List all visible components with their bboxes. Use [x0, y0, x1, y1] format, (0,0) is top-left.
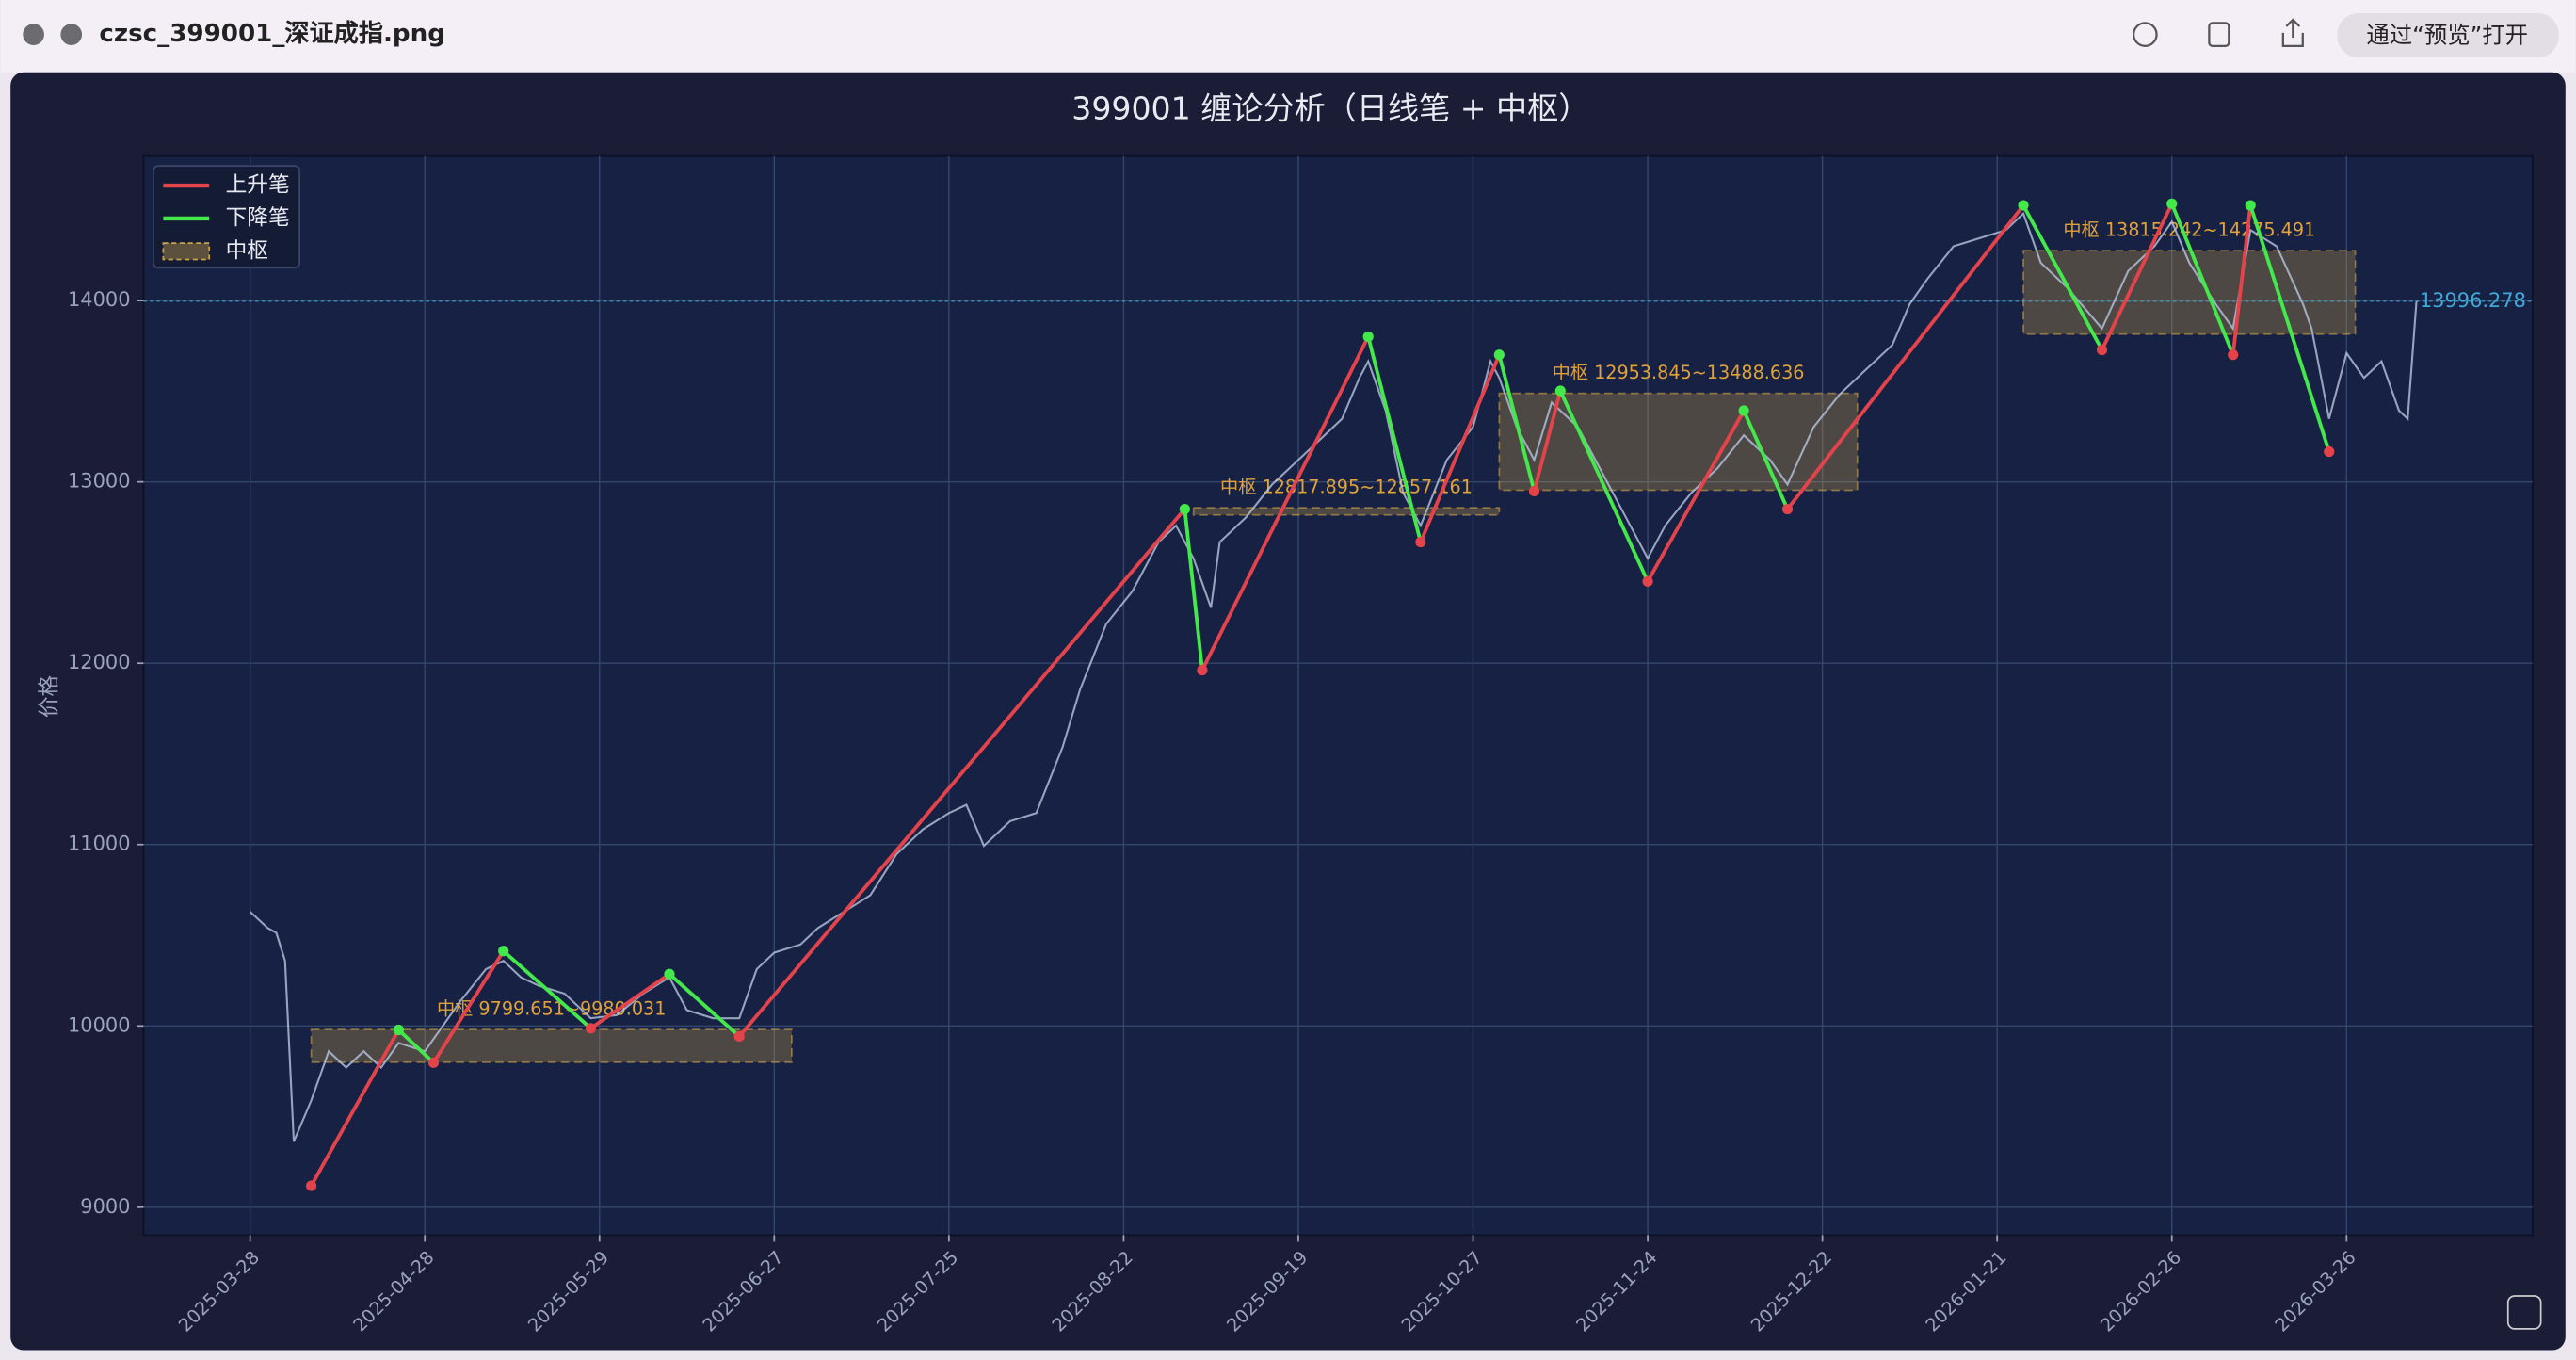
up-stroke [2100, 202, 2174, 351]
fractal-point [1528, 485, 1540, 497]
legend-label: 中枢 [226, 238, 268, 263]
down-stroke [1742, 410, 1790, 510]
up-stroke [1419, 353, 1502, 543]
ocr-icon[interactable] [2506, 1295, 2542, 1330]
up-stroke [1200, 335, 1370, 672]
fractal-point [2096, 344, 2108, 356]
fractal-point [393, 1024, 404, 1036]
up-stroke [309, 1028, 401, 1188]
down-stroke [397, 1028, 435, 1064]
y-tick-label: 11000 [68, 833, 131, 855]
up-stroke [1646, 410, 1746, 583]
markup-button[interactable] [60, 24, 83, 45]
window-title: czsc_399001_深证成指.png [99, 20, 445, 48]
down-stroke [502, 949, 592, 1030]
down-stroke [2169, 202, 2235, 356]
fractal-point [1415, 537, 1426, 548]
fractal-point [2324, 445, 2335, 458]
last-price-label: 13996.278 [2420, 289, 2526, 312]
y-tick-label: 14000 [68, 288, 131, 311]
fractal-point [2228, 349, 2239, 361]
fractal-point [427, 1057, 440, 1068]
zhongshu-box [1192, 507, 1501, 516]
fractal-point [2166, 198, 2178, 209]
zhongshu-label: 中枢 12817.895~12857.161 [1220, 477, 1473, 498]
fractal-point [585, 1023, 597, 1034]
fractal-point [1179, 503, 1190, 515]
up-stroke [589, 972, 671, 1030]
legend-label: 上升笔 [226, 173, 290, 198]
rotate-icon[interactable] [2208, 22, 2230, 47]
fractal-point [733, 1030, 745, 1043]
fractal-point [2245, 200, 2256, 211]
fractal-point [1738, 405, 1749, 416]
y-axis-label: 价格 [38, 674, 62, 718]
open-button-label: 通过“预览”打开 [2366, 21, 2528, 48]
fractal-point [1642, 575, 1653, 587]
fractal-point [498, 946, 509, 957]
up-stroke [2230, 204, 2253, 355]
y-tick-label: 10000 [68, 1013, 131, 1036]
down-stroke [1366, 335, 1423, 543]
y-tick-label: 12000 [68, 651, 131, 673]
up-stroke [737, 508, 1186, 1038]
down-stroke [1183, 509, 1204, 671]
down-stroke [2248, 204, 2331, 453]
chart-title: 399001 缠论分析（日线笔 + 中枢） [1071, 89, 1589, 126]
close-button[interactable] [23, 24, 44, 45]
up-stroke [1786, 203, 2025, 510]
down-stroke [1497, 354, 1537, 492]
zhongshu-label: 中枢 13815.242~14275.491 [2063, 219, 2315, 241]
fractal-point [664, 968, 675, 980]
zhongshu-box [1498, 392, 1859, 492]
legend-swatch [162, 242, 211, 261]
zhongshu-label: 中枢 12953.845~13488.636 [1553, 362, 1805, 383]
fractal-point [1362, 331, 1374, 343]
up-stroke [431, 949, 506, 1064]
y-tick-label: 13000 [68, 470, 131, 493]
down-stroke [668, 972, 741, 1038]
down-stroke [1558, 390, 1650, 583]
fractal-point [1554, 385, 1566, 397]
annotate-icon[interactable] [2133, 22, 2158, 47]
fractal-point [1493, 349, 1505, 361]
up-stroke [1532, 390, 1563, 492]
share-icon[interactable] [2281, 18, 2304, 47]
legend-label: 下降笔 [226, 205, 290, 230]
title-bar [0, 0, 2576, 73]
fractal-point [1197, 664, 1208, 676]
fractal-point [2018, 200, 2029, 211]
plot-area [142, 154, 2534, 1237]
down-stroke [2021, 204, 2104, 351]
open-button[interactable] [2337, 12, 2559, 58]
y-tick-label: 9000 [80, 1195, 130, 1218]
fractal-point [1781, 503, 1794, 515]
fractal-point [306, 1180, 317, 1191]
